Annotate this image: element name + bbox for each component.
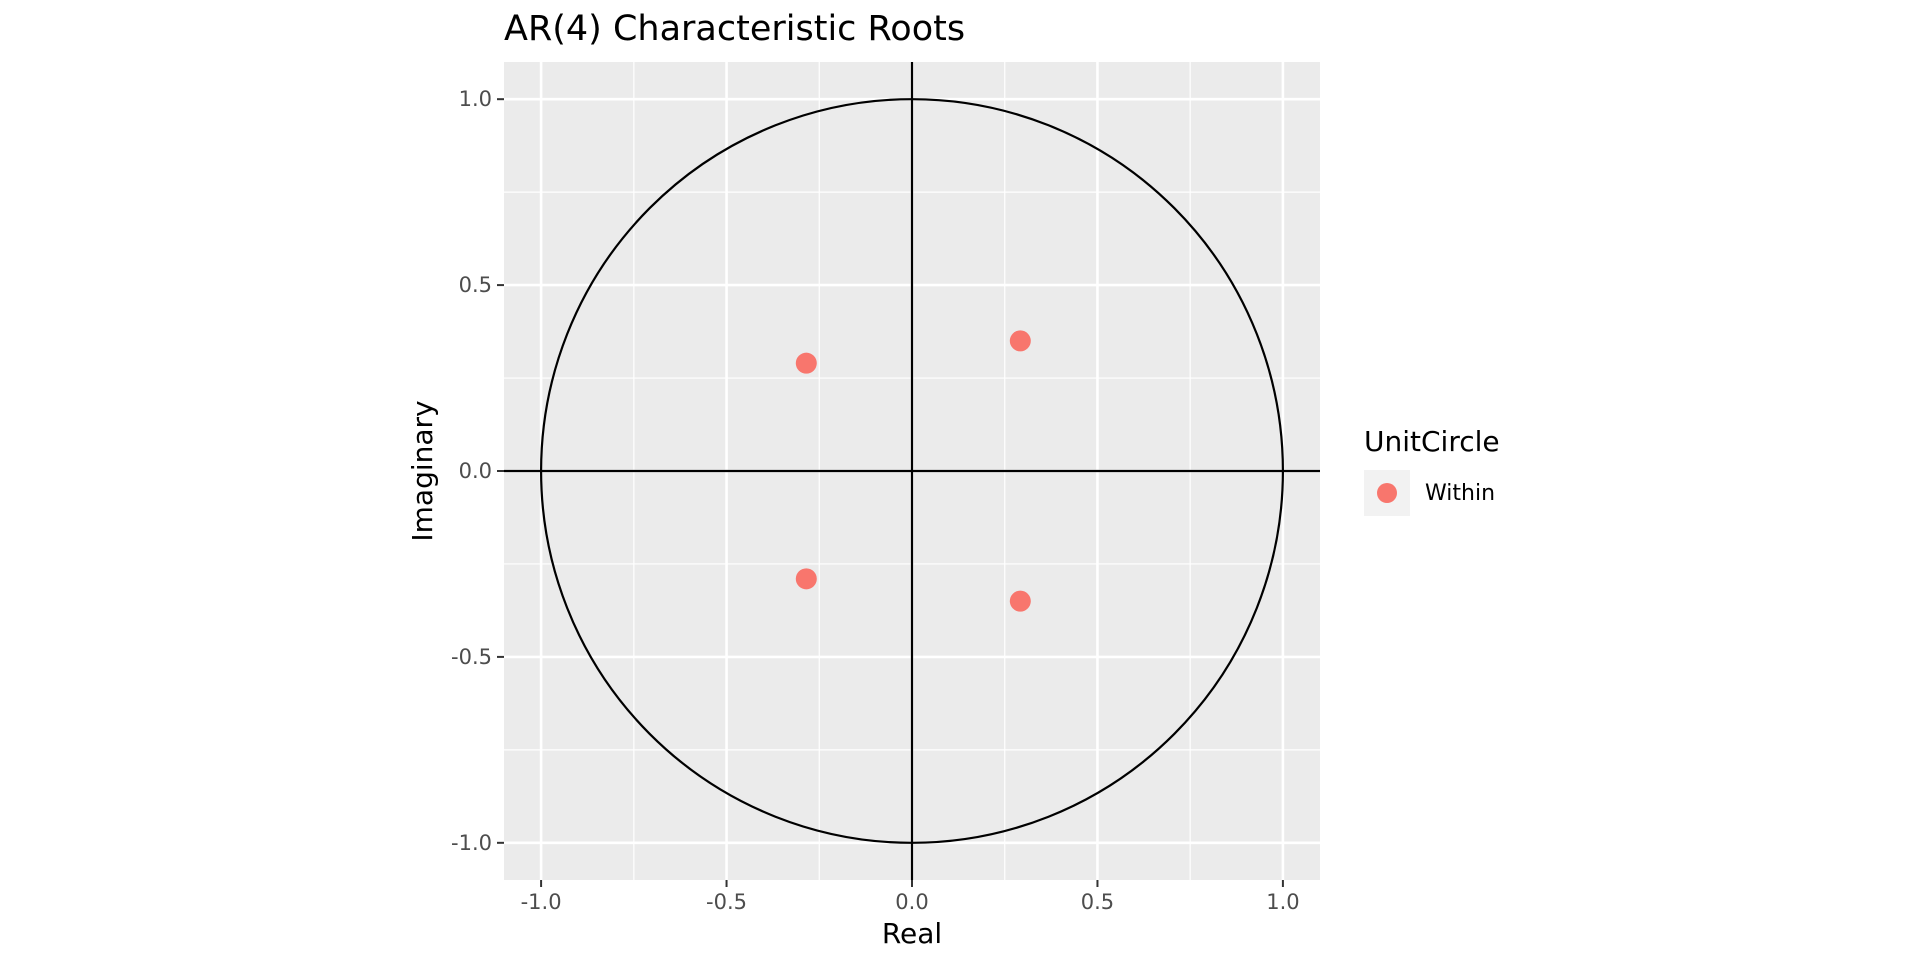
legend-title: UnitCircle	[1364, 425, 1500, 458]
data-point	[795, 352, 817, 374]
y-tick-label: -0.5	[451, 645, 492, 669]
legend-key-marker	[1377, 483, 1397, 503]
y-axis-title: Imaginary	[406, 400, 439, 541]
legend: UnitCircle Within	[1364, 425, 1500, 516]
y-tick-label: 1.0	[459, 87, 492, 111]
y-tick-label: -1.0	[451, 831, 492, 855]
x-axis-title: Real	[882, 917, 942, 950]
legend-label-within: Within	[1425, 481, 1495, 506]
x-tick-label: 1.0	[1266, 890, 1299, 914]
x-tick-label: -0.5	[706, 890, 747, 914]
y-axis: -1.0 -0.5 0.0 0.5 1.0	[451, 87, 504, 855]
reference-geometry	[504, 62, 1320, 880]
x-tick-label: 0.0	[895, 890, 928, 914]
data-points	[795, 330, 1031, 612]
data-point	[1009, 330, 1031, 352]
data-point	[795, 568, 817, 590]
y-tick-label: 0.5	[459, 273, 492, 297]
x-axis: -1.0 -0.5 0.0 0.5 1.0	[521, 880, 1300, 914]
x-tick-label: -1.0	[521, 890, 562, 914]
unit-circle	[539, 98, 1285, 844]
y-tick-label: 0.0	[459, 459, 492, 483]
x-tick-label: 0.5	[1081, 890, 1114, 914]
data-point	[1009, 590, 1031, 612]
chart-title: AR(4) Characteristic Roots	[504, 9, 965, 49]
